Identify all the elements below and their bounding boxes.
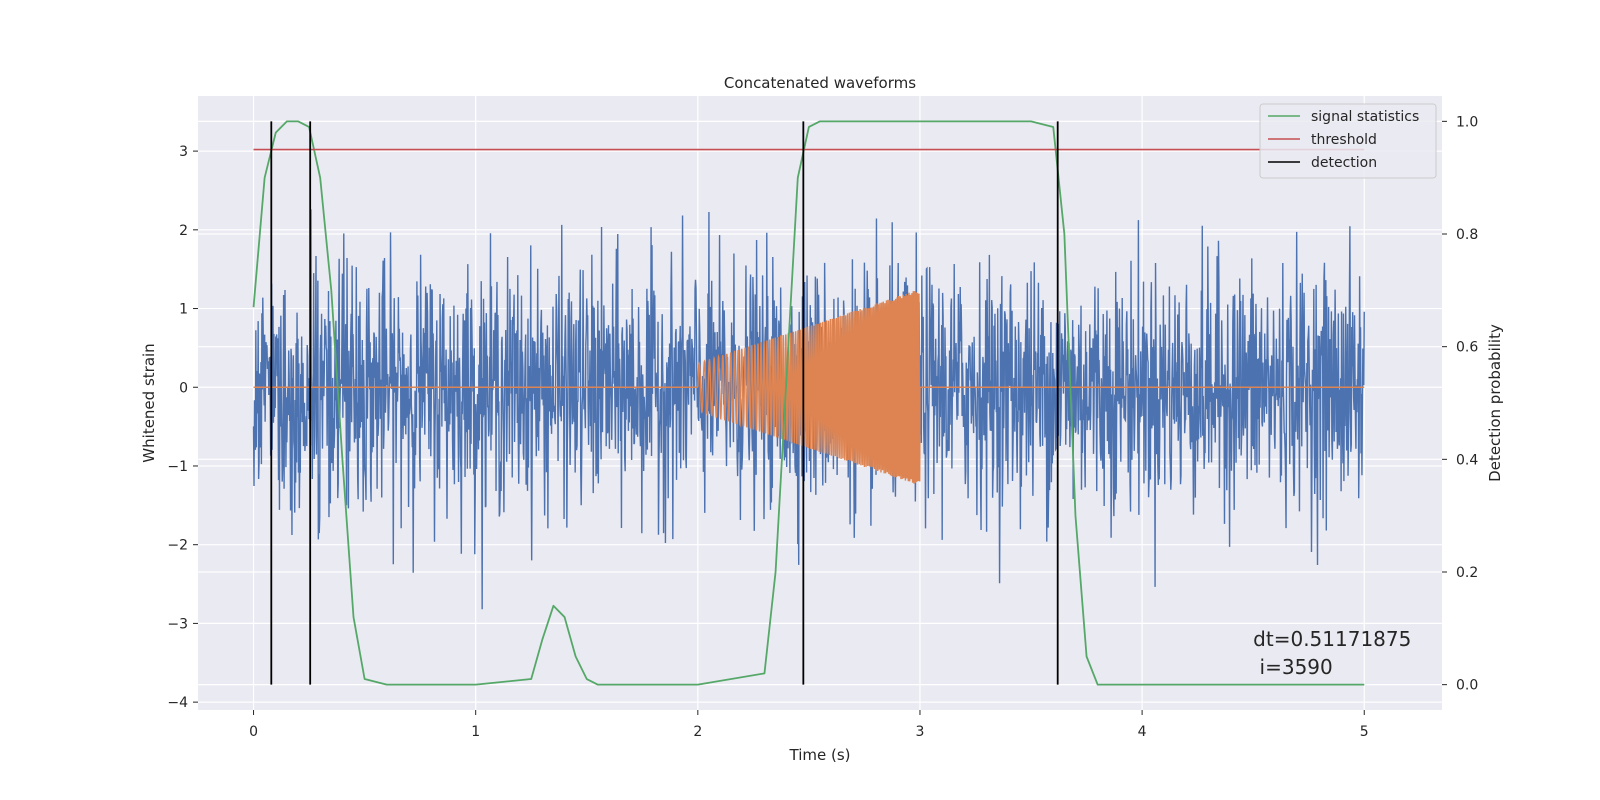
probability-series [252,120,1365,686]
injection-series [253,291,1365,484]
annotation-index: i=3590 [1253,655,1333,679]
x-tick-label: 0 [249,724,258,740]
legend-label-signal-statistics: signal statistics [1311,109,1419,125]
x-tick-label: 4 [1138,724,1147,740]
y-tick-label: −3 [167,616,188,632]
annotation-dt: dt=0.51171875 [1253,627,1411,651]
x-tick-label: 3 [916,724,925,740]
x-axis-label: Time (s) [789,746,851,764]
y-tick-label: −1 [167,459,188,475]
signal-statistics-line [252,120,1365,686]
legend-label-threshold: threshold [1311,132,1377,148]
y-tick-label: 2 [179,223,188,239]
x-tick-label: 1 [471,724,480,740]
injection-line [697,291,921,484]
y-tick-label: 3 [179,144,188,160]
x-tick-label: 2 [693,724,702,740]
ticks: 0 1 2 3 4 5 −4 −3 −2 −1 0 1 2 3 0.0 0.2 0.4 0.6 0.8 1.0 [167,114,1478,740]
y-tick-label: 0 [179,380,188,396]
y-tick-label: −2 [167,538,188,554]
legend-box [1259,103,1437,179]
y-right-tick-label: 0.6 [1456,340,1478,356]
y-right-tick-label: 0.2 [1456,565,1478,581]
y-axis-right-label: Detection probability [1486,324,1504,482]
legend-label-detection: detection [1311,155,1377,171]
x-tick-label: 5 [1360,724,1369,740]
y-tick-label: −4 [167,695,188,711]
chart-title: Concatenated waveforms [724,74,916,92]
y-right-tick-label: 1.0 [1456,114,1478,130]
y-axis-label: Whitened strain [140,343,158,462]
y-right-tick-label: 0.0 [1456,678,1478,694]
y-tick-label: 1 [179,302,188,318]
y-right-tick-label: 0.4 [1456,452,1478,468]
legend: signal statistics threshold detection [1259,103,1437,179]
y-right-tick-label: 0.8 [1456,227,1478,243]
